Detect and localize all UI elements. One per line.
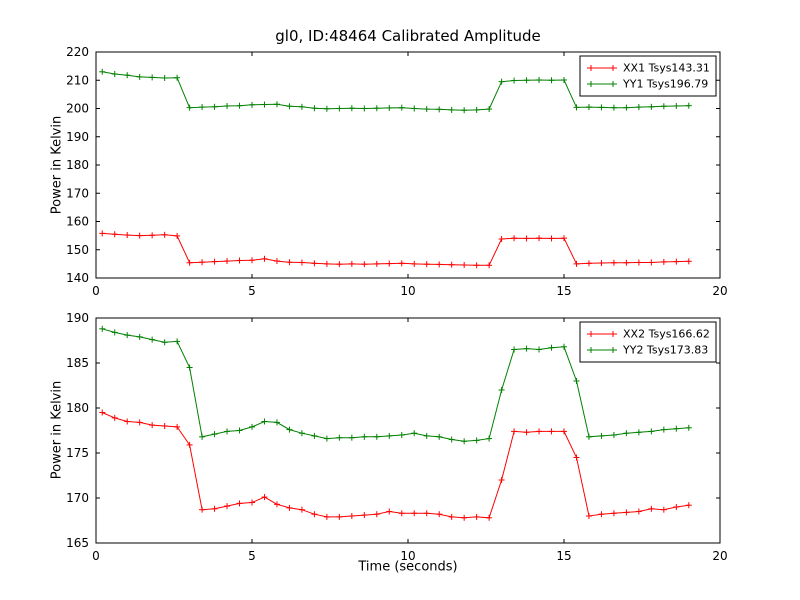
y-tick-label: 180 (66, 158, 89, 172)
x-tick-label: 0 (92, 284, 100, 298)
legend-box (579, 321, 717, 363)
y-tick-label: 180 (66, 401, 89, 415)
y-tick-label: 170 (66, 186, 89, 200)
series-line-XX2 (102, 412, 689, 519)
x-tick-label: 20 (712, 549, 727, 563)
y-tick-label: 170 (66, 491, 89, 505)
legend-box (579, 55, 717, 97)
legend-label: XX1 Tsys143.31 (623, 62, 710, 75)
y-tick-label: 160 (66, 215, 89, 229)
y-tick-label: 220 (66, 45, 89, 59)
y-tick-label: 150 (66, 243, 89, 257)
series-line-XX1 (102, 232, 689, 266)
x-tick-label: 5 (248, 284, 256, 298)
y-tick-label: 190 (66, 311, 89, 325)
legend-label: YY2 Tsys173.83 (622, 344, 708, 357)
chart-title: gl0, ID:48464 Calibrated Amplitude (275, 27, 541, 45)
x-axis-label: Time (seconds) (358, 559, 458, 575)
y-tick-label: 185 (66, 356, 89, 370)
y-tick-label: 210 (66, 73, 89, 87)
y-tick-label: 175 (66, 446, 89, 460)
subplot-top: 0 5 10 15 20 140 150 160 170 180 190 200 210 220 XX1 T… (66, 45, 728, 298)
x-tick-label: 15 (556, 549, 571, 563)
legend-label: XX2 Tsys166.62 (623, 328, 710, 341)
x-tick-label: 5 (248, 549, 256, 563)
legend: XX2 Tsys166.62 YY2 Tsys173.83 (579, 321, 717, 363)
x-tick-label: 0 (92, 549, 100, 563)
y-tick-label: 200 (66, 102, 89, 116)
subplot-bottom: 0 5 10 15 20 165 170 175 180 185 190 XX2 Tsys166.62… (66, 311, 728, 563)
legend: XX1 Tsys143.31 YY1 Tsys196.79 (579, 55, 717, 97)
x-tick-label: 10 (400, 284, 415, 298)
legend-label: YY1 Tsys196.79 (622, 78, 708, 91)
y-tick-label: 190 (66, 130, 89, 144)
x-tick-label: 15 (556, 284, 571, 298)
x-tick-label: 10 (400, 549, 415, 563)
x-tick-label: 20 (712, 284, 727, 298)
y-tick-label: 165 (66, 536, 89, 550)
y-tick-label: 140 (66, 271, 89, 285)
